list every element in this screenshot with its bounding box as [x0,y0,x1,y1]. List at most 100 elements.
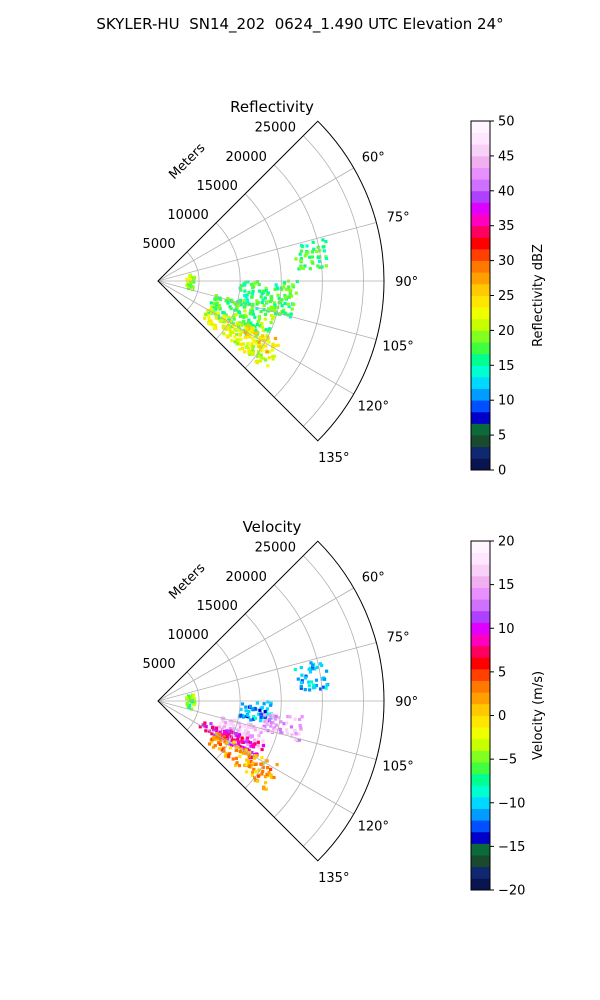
colorbar-cell [471,307,490,320]
echo-cell [273,344,277,348]
echo-cell [263,775,268,779]
echo-cell [261,765,265,769]
velocity-colorbar-cells [471,541,490,891]
echo-cell [299,243,304,248]
echo-cell [232,719,236,723]
echo-cell [307,684,311,688]
echo-cell [247,302,251,306]
colorbar-cell [471,703,490,716]
echo-cell [264,286,268,290]
echo-cell [233,738,237,742]
echo-cell [239,284,243,288]
echo-cell [248,734,252,738]
echo-cell [235,333,239,337]
echo-cell [271,714,275,718]
echo-cell [243,309,247,313]
echo-cell [259,719,263,723]
echo-cell [253,281,257,285]
echo-cell [295,279,299,284]
echo-cell [260,747,264,752]
echo-cell [240,739,244,743]
echo-cell [260,322,264,326]
echo-cell [249,321,253,325]
echo-cell [250,770,255,775]
echo-cell [295,739,299,743]
echo-cell [258,324,262,328]
range-tick-label: 10000 [167,208,208,223]
echo-cell [260,343,264,347]
echo-cell [261,726,265,730]
echo-cell [270,313,274,317]
echo-cell [251,326,255,330]
echo-cell [203,721,207,725]
echo-cell [293,737,298,741]
echo-cell [242,320,246,324]
echo-cell [249,744,253,748]
echo-cell [290,307,294,311]
echo-cell [233,340,237,344]
colorbar-tick-label: 0 [498,464,506,479]
range-tick-label: 20000 [226,150,267,165]
echo-cell [293,728,297,732]
echo-cell [256,740,260,744]
echo-cell [273,306,277,310]
echo-cell [231,323,235,328]
colorbar-tick-label: −10 [498,796,525,811]
echo-cell [284,287,288,291]
colorbar-cell [471,866,490,879]
echo-cell [299,686,303,690]
echo-cell [319,687,323,691]
colorbar-cell [471,214,490,227]
echo-cell [250,773,255,777]
colorbar-cell [471,657,490,670]
echo-cell [216,316,220,320]
echo-cell [314,678,319,682]
echo-cell [210,732,214,736]
echo-cell [264,358,268,362]
echo-cell [300,715,304,719]
echo-cell [311,261,315,265]
colorbar-cell [471,796,490,809]
colorbar-cell [471,820,490,833]
echo-cell [244,762,248,766]
colorbar-cell [471,785,490,798]
echo-cell [272,315,276,319]
echo-cell [236,737,240,741]
range-tick-label: 25000 [255,541,296,556]
echo-cell [243,335,247,339]
echo-cell [250,282,254,286]
echo-cell [236,328,240,332]
echo-cell [217,747,222,751]
echo-cell [235,305,239,309]
echo-cell [189,282,193,286]
echo-cell [252,767,256,771]
echo-cell [261,769,265,773]
echo-cell [228,751,232,756]
figure-title: SKYLER-HU SN14_202 0624_1.490 UTC Elevat… [96,15,504,33]
echo-cell [246,332,250,336]
echo-cell [247,764,251,769]
echo-cell [187,283,191,287]
echo-cell [256,319,260,323]
echo-cell [239,342,243,346]
echo-cell [301,266,305,270]
echo-cell [246,280,250,284]
echo-cell [260,292,264,296]
echo-cell [210,740,214,744]
echo-cell [247,715,251,720]
echo-cell [259,730,263,734]
echo-cell [316,264,320,268]
echo-cell [256,738,260,742]
echo-cell [190,707,194,711]
echo-cell [203,316,207,320]
echo-cell [246,713,250,717]
echo-cell [268,714,272,718]
echo-cell [253,728,257,732]
echo-cell [237,299,241,304]
echo-cell [307,667,311,671]
echo-cell [258,344,262,349]
colorbar-cell [471,587,490,600]
echo-cell [213,744,217,748]
echo-cell [212,326,216,330]
echo-cell [212,305,216,309]
